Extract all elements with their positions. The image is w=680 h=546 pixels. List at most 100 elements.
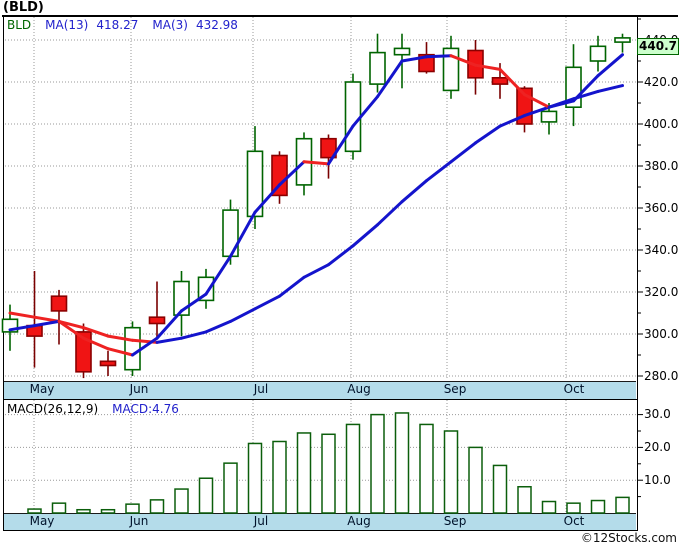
ma-segment <box>498 67 526 97</box>
ma-segment <box>8 324 36 332</box>
price-tick-label: 300.0 <box>644 326 679 341</box>
macd-bar <box>370 413 385 514</box>
ma-segment <box>302 263 330 279</box>
ma-segment <box>180 292 208 313</box>
candle-up <box>589 45 607 62</box>
ma13-line <box>8 84 624 344</box>
month-label: Jun <box>129 514 149 528</box>
macd-bar <box>492 464 508 514</box>
macd-month-axis-band <box>4 513 636 530</box>
ma-segment <box>180 330 208 340</box>
price-tick-label: 320.0 <box>644 284 679 299</box>
legend-ma3-value: 432.98 <box>195 18 238 32</box>
macd-bar <box>566 502 581 514</box>
macd-bar <box>100 508 116 514</box>
legend-symbol: BLD <box>7 18 32 32</box>
ma-segment <box>523 93 551 109</box>
ma-segment <box>327 244 355 267</box>
candle-up <box>124 326 141 371</box>
ma-segment <box>351 95 379 128</box>
macd-histogram <box>27 412 630 514</box>
ma-segment <box>278 275 306 298</box>
month-label: Sep <box>443 514 467 528</box>
ma-segment <box>82 326 110 338</box>
month-label: May <box>29 514 55 528</box>
ma-segment <box>449 54 477 67</box>
legend-ma13-value: 418.27 <box>96 18 139 32</box>
macd-bar <box>174 488 189 514</box>
legend-ma3-label: MA(3) <box>152 18 188 32</box>
candle-down <box>320 137 337 159</box>
ma-segment <box>229 210 257 258</box>
last-price-badge: 440.7 <box>637 38 679 55</box>
ma-segment <box>474 124 502 145</box>
macd-bar <box>272 440 287 514</box>
ma-segment <box>498 114 526 128</box>
candle-down <box>271 154 288 197</box>
ma-segment <box>33 319 61 328</box>
ma-segment <box>302 160 330 166</box>
copyright-text: ©12Stocks.com <box>580 531 677 545</box>
candle-up <box>393 47 411 56</box>
ma-segment <box>572 74 600 103</box>
ma-segment <box>376 59 404 99</box>
ma-segment <box>449 141 477 164</box>
ma-segment <box>253 183 281 214</box>
month-label: Aug <box>347 382 371 396</box>
macd-bar <box>541 500 557 514</box>
month-label: Jun <box>129 382 149 396</box>
macd-bar <box>125 503 140 514</box>
price-tick-label: 420.0 <box>644 74 679 89</box>
ma-segment <box>596 53 624 78</box>
ma-segment <box>106 347 134 357</box>
legend-ma13-label: MA(13) <box>45 18 89 32</box>
price-legend: BLD MA(13) 418.27 MA(3) 432.98 <box>7 18 252 32</box>
ma3-line <box>8 53 624 357</box>
ma-segment <box>523 105 551 118</box>
candle-down <box>491 77 509 85</box>
macd-bar <box>517 486 532 514</box>
candle-up <box>614 37 631 43</box>
macd-bar <box>27 508 42 514</box>
ma-segment <box>229 307 257 323</box>
axis-ticks <box>637 18 643 498</box>
month-label: Oct <box>563 514 585 528</box>
macd-tick-label: 20.0 <box>644 439 671 454</box>
macd-bar <box>394 412 410 514</box>
ma-segment <box>155 336 183 344</box>
ma-segment <box>376 200 404 227</box>
ma-segment <box>57 319 85 340</box>
macd-bar <box>223 462 238 514</box>
ma-segment <box>278 160 306 187</box>
macd-bar <box>149 499 165 514</box>
macd-bar <box>198 477 214 514</box>
ma-segment <box>253 294 281 311</box>
price-tick-label: 360.0 <box>644 200 679 215</box>
month-label: Jul <box>253 382 269 396</box>
macd-legend: MACD(26,12,9) MACD:4.76 <box>7 402 179 416</box>
month-label: Oct <box>563 382 585 396</box>
macd-bar <box>76 508 91 514</box>
candle-up <box>197 276 215 302</box>
ma-segment <box>400 179 428 204</box>
macd-current-value: MACD:4.76 <box>112 402 179 416</box>
macd-bar <box>321 433 336 514</box>
macd-bar <box>345 423 361 514</box>
macd-gridlines <box>5 414 636 481</box>
candle-up <box>442 47 460 92</box>
macd-bar <box>590 499 606 514</box>
ma-segment <box>547 99 575 109</box>
ma-segment <box>106 334 134 342</box>
macd-bar <box>247 442 263 514</box>
title-divider <box>2 15 678 17</box>
macd-panel <box>3 399 638 531</box>
macd-tick-label: 30.0 <box>644 407 671 422</box>
macd-bar <box>51 502 67 514</box>
ma-segment <box>327 124 355 166</box>
month-label: Aug <box>347 514 371 528</box>
macd-bar <box>468 446 483 514</box>
ma-segment <box>155 309 183 340</box>
candle-down <box>50 295 68 312</box>
candle-down <box>148 316 166 325</box>
